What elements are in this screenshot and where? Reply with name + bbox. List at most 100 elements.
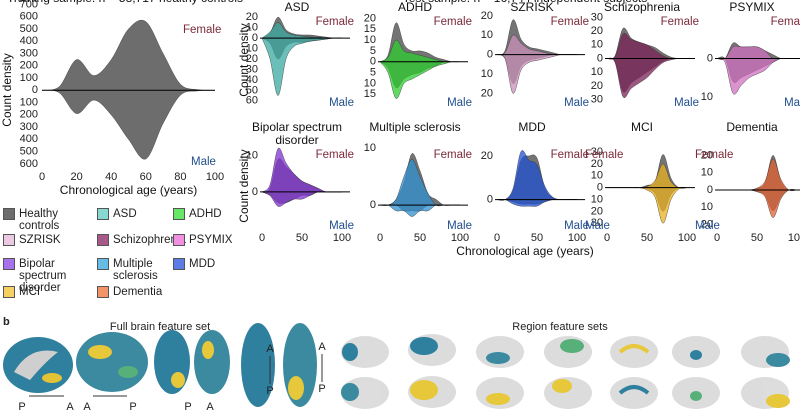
- x-tick-label: 100: [333, 232, 351, 244]
- male-label: Male: [695, 220, 720, 232]
- legend-swatch: [3, 208, 15, 220]
- case-area: [496, 199, 577, 207]
- panel-title: MCI: [631, 120, 653, 134]
- view-label: P: [184, 401, 191, 413]
- panel-title: Dementia: [726, 120, 778, 134]
- y-tick-label: 0: [370, 56, 376, 68]
- female-label: Female: [695, 149, 733, 161]
- section-title: Full brain feature set: [110, 321, 210, 333]
- y-tick-label: 100: [20, 96, 38, 108]
- view-label: A: [83, 401, 91, 413]
- y-tick-label: 40: [246, 74, 258, 86]
- panel-title: Schizophrenia: [603, 0, 681, 14]
- legend-item: MDD: [173, 258, 251, 270]
- x-tick-label: 0: [259, 232, 265, 244]
- region-patch: [618, 344, 650, 354]
- brain-patch: [118, 366, 138, 378]
- brain-patch: [171, 372, 185, 388]
- region-brain: [610, 377, 658, 409]
- legend-swatch: [173, 208, 185, 220]
- legend-item: PSYMIX: [173, 234, 251, 246]
- y-tick-label: 20: [481, 10, 493, 22]
- region-patch: [486, 352, 510, 364]
- case-area: [261, 191, 342, 207]
- panel-title: PSYMIX: [729, 0, 775, 14]
- brain: [194, 330, 230, 394]
- y-axis-title: Count density: [237, 23, 251, 96]
- male-label: Male: [329, 97, 354, 109]
- density-area: [41, 90, 216, 160]
- y-tick-label: 20: [246, 53, 258, 65]
- y-tick-label: 700: [20, 0, 38, 10]
- brain: [154, 330, 190, 394]
- case-area: [379, 61, 461, 99]
- female-label: Female: [316, 16, 354, 28]
- female-label: Female: [661, 16, 699, 28]
- region-patch: [690, 350, 702, 360]
- view-label: P: [318, 383, 325, 395]
- legend-item: MCI: [3, 286, 81, 298]
- case-area: [379, 204, 460, 217]
- legend-label: ASD: [113, 208, 137, 220]
- y-tick-label: 20: [481, 87, 493, 99]
- y-tick-label: 20: [364, 12, 376, 24]
- y-tick-label: 30: [591, 93, 603, 105]
- female-label: Female: [316, 149, 354, 161]
- case-area: [717, 158, 798, 191]
- legend-label: ADHD: [189, 208, 222, 220]
- x-tick-label: 80: [174, 171, 186, 183]
- y-tick-label: 15: [364, 23, 376, 35]
- y-tick-label: 10: [591, 193, 603, 205]
- y-tick-label: 20: [591, 205, 603, 217]
- female-label: Female: [434, 16, 472, 28]
- y-tick-label: 0: [32, 84, 38, 96]
- male-label: Male: [564, 220, 589, 232]
- case-area: [261, 37, 343, 96]
- y-tick-label: 20: [591, 158, 603, 170]
- x-tick-label: 100: [568, 232, 586, 244]
- legend-label: Multiple sclerosis: [113, 258, 158, 282]
- panel-title: Bipolar spectrum disorder: [251, 120, 343, 147]
- region-patch: [410, 380, 438, 400]
- view-label: A: [66, 401, 74, 413]
- male-label: Male: [674, 97, 699, 109]
- region-patch: [766, 353, 790, 367]
- y-tick-label: 10: [246, 150, 258, 162]
- x-tick-label: 0: [604, 232, 610, 244]
- y-tick-label: 300: [20, 47, 38, 59]
- y-tick-label: 200: [20, 60, 38, 72]
- y-tick-label: 0: [487, 49, 493, 61]
- y-tick-label: 20: [481, 150, 493, 162]
- x-tick-label: 0: [39, 171, 45, 183]
- case-area: [607, 187, 688, 224]
- y-tick-label: 30: [591, 146, 603, 158]
- y-tick-label: 10: [364, 34, 376, 46]
- y-tick-label: 10: [364, 77, 376, 89]
- case-area: [716, 58, 797, 95]
- density-area: [41, 19, 216, 91]
- y-tick-label: 5: [370, 45, 376, 57]
- legend-item: ADHD: [173, 208, 251, 220]
- legend-swatch: [97, 234, 109, 246]
- x-tick-label: 100: [451, 232, 469, 244]
- legend-swatch: [173, 234, 185, 246]
- y-tick-label: 0: [252, 186, 258, 198]
- region-patch: [486, 393, 510, 405]
- female-label: Female: [183, 24, 221, 36]
- x-tick-label: 100: [206, 171, 224, 183]
- y-tick-label: 10: [591, 66, 603, 78]
- female-label: Female: [771, 16, 800, 28]
- y-tick-label: 600: [20, 158, 38, 170]
- brain: [241, 323, 275, 407]
- y-tick-label: 300: [20, 121, 38, 133]
- male-label: Male: [447, 97, 472, 109]
- legend-item: SZRISK: [3, 234, 81, 246]
- case-area: [606, 33, 687, 60]
- female-label: Female: [585, 149, 623, 161]
- case-area: [606, 58, 688, 98]
- y-tick-label: 60: [246, 95, 258, 107]
- case-area: [379, 159, 460, 207]
- y-tick-label: 10: [364, 142, 376, 154]
- y-axis-title: Count density: [0, 53, 14, 126]
